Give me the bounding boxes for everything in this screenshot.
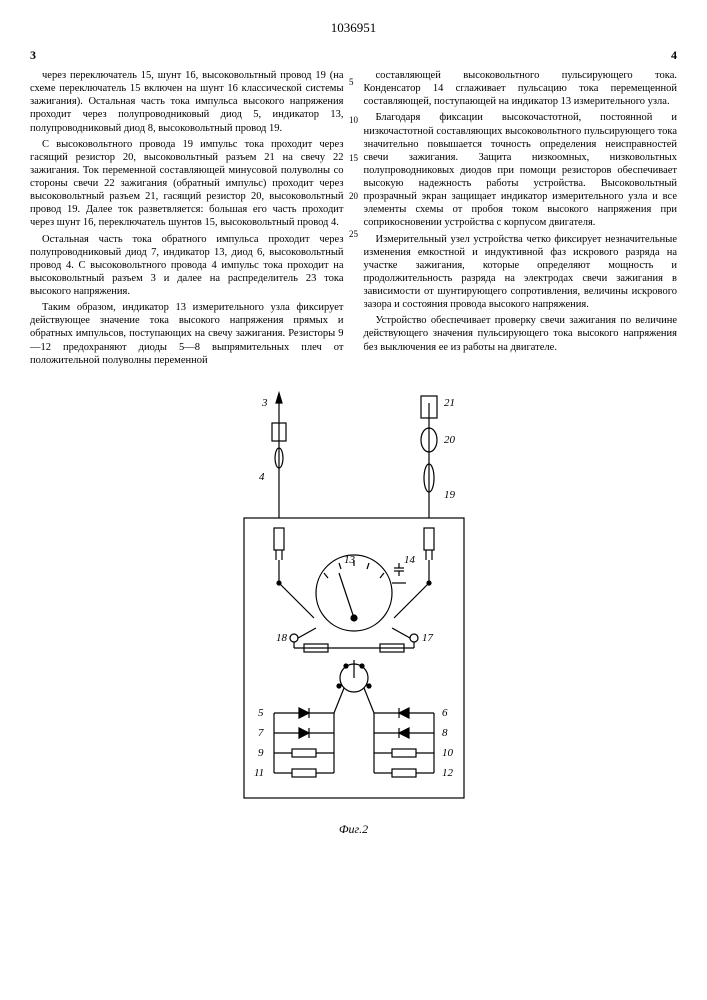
- text-columns: 3 через переключатель 15, шунт 16, высок…: [30, 48, 677, 370]
- patent-number: 1036951: [30, 20, 677, 36]
- fig-label: 12: [442, 767, 454, 779]
- line-mark: 25: [349, 230, 358, 239]
- fig-label: 19: [444, 489, 456, 501]
- fig-label: 6: [442, 707, 448, 719]
- fig-label: 17: [422, 632, 434, 644]
- line-marks: 5 10 15 20 25: [349, 78, 358, 239]
- para: Остальная часть тока обратного импульса …: [30, 233, 344, 299]
- figure-2: 3 4 13 14 21 20 19 18 17 5 6 7 8 9 10 11…: [30, 388, 677, 837]
- fig-label: 18: [276, 632, 288, 644]
- page-num-left: 3: [30, 48, 344, 63]
- schematic-svg: 3 4 13 14 21 20 19 18 17 5 6 7 8 9 10 11…: [204, 388, 504, 818]
- para: Таким образом, индикатор 13 измерительно…: [30, 301, 344, 367]
- fig-label: 3: [261, 397, 268, 409]
- para: Устройство обеспечивает проверку свечи з…: [364, 314, 678, 353]
- fig-label: 21: [444, 397, 455, 409]
- line-mark: 5: [349, 78, 358, 87]
- left-column: 3 через переключатель 15, шунт 16, высок…: [30, 48, 344, 370]
- para: составляющей высоковольтного пульсирующе…: [364, 69, 678, 108]
- para: через переключатель 15, шунт 16, высоков…: [30, 69, 344, 135]
- para: Измерительный узел устройства четко фикс…: [364, 233, 678, 312]
- fig-label: 5: [258, 707, 264, 719]
- fig-label: 11: [254, 767, 264, 779]
- para: С высоковольтного провода 19 импульс ток…: [30, 138, 344, 230]
- page-num-right: 4: [364, 48, 678, 63]
- fig-label: 14: [404, 554, 416, 566]
- fig-label: 10: [442, 747, 454, 759]
- right-column: 4 составляющей высоковольтного пульсирую…: [364, 48, 678, 370]
- fig-label: 7: [258, 727, 264, 739]
- line-mark: 20: [349, 192, 358, 201]
- fig-label: 20: [444, 434, 456, 446]
- line-mark: 15: [349, 154, 358, 163]
- fig-label: 13: [344, 554, 356, 566]
- line-mark: 10: [349, 116, 358, 125]
- fig-label: 9: [258, 747, 264, 759]
- fig-label: 8: [442, 727, 448, 739]
- figure-caption: Фиг.2: [30, 822, 677, 837]
- para: Благодаря фиксации высокочастотной, пост…: [364, 111, 678, 229]
- fig-label: 4: [259, 471, 265, 483]
